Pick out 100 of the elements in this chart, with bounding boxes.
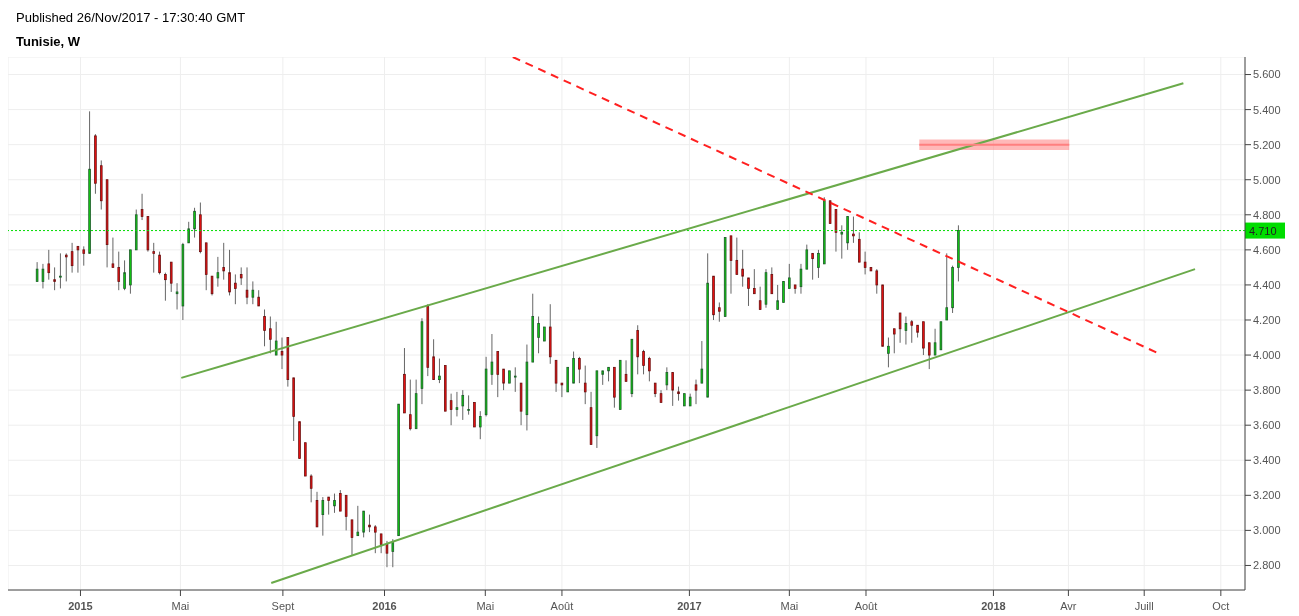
candlestick [234,273,237,305]
x-tick-label: Avr [1060,600,1077,612]
ref-line-label: 4.710 [1249,224,1277,237]
candlestick [887,337,890,368]
candlestick [758,286,762,310]
candlestick [927,342,931,370]
candlestick [76,245,80,274]
candlestick [280,337,284,370]
candlestick [490,333,494,386]
x-tick-label: Oct [1212,600,1230,612]
y-tick-label: 4.200 [1253,313,1281,326]
candlestick [169,261,173,293]
candlestick [828,200,832,225]
candlestick [245,266,249,305]
x-tick-label: 2016 [372,600,397,612]
candlestick [222,242,225,281]
candlestick [41,263,45,289]
y-tick-label: 3.800 [1253,384,1281,397]
x-tick-label: Mai [171,600,190,612]
x-tick-label: 2018 [981,600,1006,612]
x-tick-label: Mai [780,600,799,612]
candlestick [269,315,272,354]
candlestick [776,284,779,310]
candlestick [892,328,896,354]
x-tick-label: Juill [1134,600,1154,612]
candlestick [432,338,435,381]
candlestick [583,365,587,405]
candlestick [502,368,505,391]
candlestick [455,391,459,417]
candlestick [70,242,74,274]
candlestick [665,366,669,391]
candlestick [782,280,785,303]
chart-title: Tunisie, W [16,34,81,49]
candlestick [228,249,231,296]
candlestick [840,224,844,260]
candlestick [274,321,278,356]
candlestick [513,366,517,393]
candlestick [671,372,674,407]
y-tick-label: 3.000 [1253,524,1281,537]
y-tick-label: 3.200 [1253,489,1281,502]
candlestick [356,505,360,537]
candlestick [747,277,750,307]
y-tick-label: 5.600 [1253,68,1281,81]
candlestick [554,359,558,393]
candlestick [648,356,651,382]
candlestick [216,256,220,288]
candlestick [863,251,867,275]
y-tick-label: 2.800 [1253,559,1281,572]
candlestick [164,272,167,302]
candlestick [251,280,255,305]
x-tick-label: Sept [271,600,295,612]
candlestick [624,359,628,382]
candlestick [140,193,144,221]
candlestick [438,358,441,384]
y-tick-label: 4.400 [1253,278,1281,291]
candlestick [898,312,902,344]
candlestick [409,379,412,431]
candlestick [817,249,820,279]
candlestick [158,251,161,275]
y-tick-label: 5.400 [1253,103,1281,116]
candlestick [193,207,196,239]
y-tick-label: 5.200 [1253,138,1281,151]
candlestick [811,252,814,281]
candlestick [852,216,855,244]
candlestick [64,252,68,282]
candlestick [904,315,908,346]
candlestick [933,328,937,356]
candlestick [642,349,645,375]
candlestick [834,209,838,253]
candlestick [47,249,51,281]
candlestick [339,489,342,512]
candlestick [694,379,698,405]
candlestick [391,538,395,568]
candlestick [875,268,879,295]
candlestick [753,268,756,295]
candlestick [793,284,797,295]
candlestick [735,237,739,275]
candlestick [385,540,389,568]
candlestick [374,524,377,554]
candlestick [187,221,190,244]
text: Published 26/Nov/2017 - 17:30:40 GMT [16,10,246,25]
x-tick-label: 2015 [68,600,93,612]
candlestick [333,493,336,514]
candlestick [111,237,115,268]
x-tick-label: Août [854,600,878,612]
candlestick [560,382,564,398]
candlestick [910,319,914,344]
candlestick [59,252,62,289]
candlestick [496,351,500,398]
candlestick [123,259,126,291]
candlestick [449,393,453,426]
y-tick-label: 3.600 [1253,419,1281,432]
candlestick [770,266,774,295]
candlestick [309,473,313,503]
x-tick-label: 2017 [677,600,702,612]
candlestick [799,263,803,295]
candlestick [344,494,348,531]
candlestick [35,261,39,282]
y-tick-label: 3.400 [1253,454,1281,467]
candlestick [718,301,721,323]
